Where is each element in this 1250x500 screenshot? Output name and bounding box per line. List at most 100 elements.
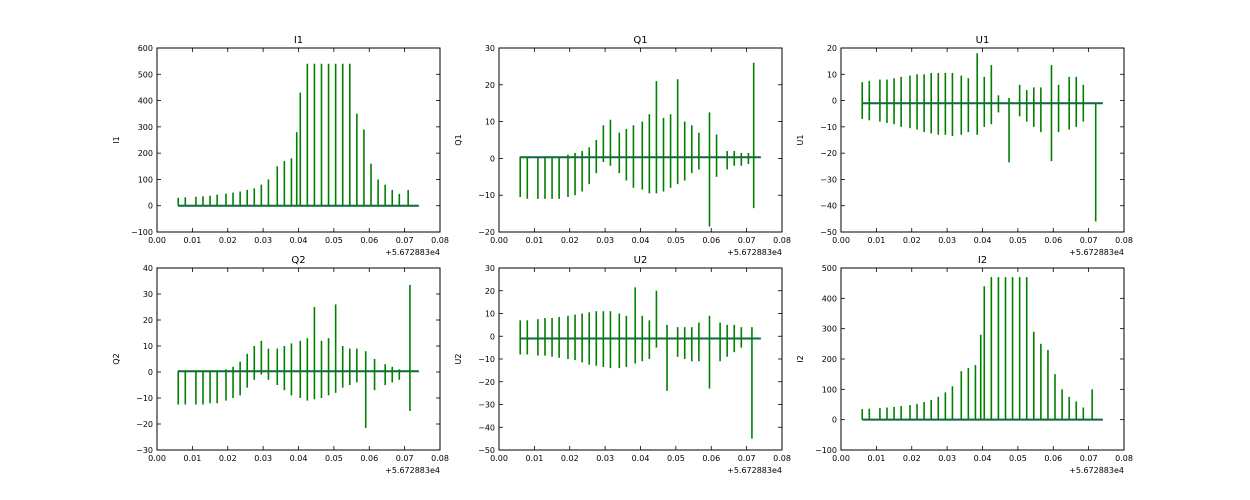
x-tick-label: 0.02 [561,236,579,245]
y-tick-label: 100 [138,175,153,184]
x-tick-label: 0.05 [667,236,685,245]
plot-area [519,62,761,227]
y-tick-label: 20 [485,81,495,90]
x-tick-label: 0.01 [183,454,201,463]
plot-area [177,284,419,428]
y-tick-label: 10 [485,310,495,319]
x-tick-label: 0.05 [1009,454,1027,463]
x-tick-label: 0.04 [974,236,992,245]
y-axis-label: U2 [454,354,463,365]
y-tick-label: −40 [478,423,495,432]
y-tick-label: 20 [827,44,837,53]
x-tick-label: 0.01 [525,454,543,463]
axes-frame [840,267,1125,451]
x-tick-label: 0.03 [938,236,956,245]
y-tick-label: 30 [485,264,495,273]
subplot-title: Q2 [291,255,305,266]
y-tick-label: −100 [815,446,837,455]
y-tick-label: 20 [485,287,495,296]
x-tick-label: 0.02 [219,454,237,463]
axes-frame [156,47,441,233]
y-tick-label: 30 [143,290,153,299]
x-tick-label: 0.07 [738,236,756,245]
y-tick-label: 300 [138,123,153,132]
y-tick-label: −30 [136,446,153,455]
y-tick-label: −10 [478,191,495,200]
subplot-title: I2 [978,255,987,266]
x-tick-label: 0.02 [219,236,237,245]
y-tick-label: −40 [820,202,837,211]
subplot-i2: 0.00 0.01 0.02 0.03 0.04 0.05 0.06 0.07 0.08 −100… [796,255,1133,475]
x-tick-label: 0.00 [832,454,850,463]
plot-area [177,63,419,207]
x-tick-label: 0.03 [596,454,614,463]
axes-frame [498,47,783,233]
x-tick-label: 0.01 [867,454,885,463]
x-tick-label: 0.06 [360,236,378,245]
x-tick-label: 0.00 [490,454,508,463]
x-tick-label: 0.06 [702,454,720,463]
y-tick-label: 20 [143,316,153,325]
y-tick-label: −50 [478,446,495,455]
x-tick-label: 0.03 [596,236,614,245]
x-offset-label: +5.672883e4 [385,466,440,475]
subplot-u2: 0.00 0.01 0.02 0.03 0.04 0.05 0.06 0.07 0.08 −50 −… [454,255,791,475]
y-tick-label: −20 [478,378,495,387]
subplot-title: Q1 [633,35,647,46]
y-tick-label: −100 [131,228,153,237]
x-tick-label: 0.04 [974,454,992,463]
subplot-title: U1 [976,35,990,46]
x-tick-label: 0.05 [667,454,685,463]
x-tick-label: 0.04 [632,236,650,245]
x-tick-label: 0.01 [867,236,885,245]
x-tick-label: 0.04 [632,454,650,463]
y-tick-label: 200 [822,355,837,364]
x-tick-label: 0.07 [396,236,414,245]
y-axis-label: I2 [796,355,805,362]
y-tick-label: −30 [820,175,837,184]
subplot-q1: 0.00 0.01 0.02 0.03 0.04 0.05 0.06 0.07 0.08 −20 −… [454,35,791,257]
x-tick-label: 0.02 [561,454,579,463]
x-tick-label: 0.08 [1115,236,1133,245]
y-tick-label: 0 [832,97,837,106]
subplot-u1: 0.00 0.01 0.02 0.03 0.04 0.05 0.06 0.07 0.08 −50 −… [796,35,1133,257]
y-tick-label: 10 [827,70,837,79]
y-tick-label: −50 [820,228,837,237]
subplot-title: U2 [634,255,648,266]
x-offset-label: +5.672883e4 [385,248,440,257]
y-tick-label: 600 [138,44,153,53]
y-tick-label: −30 [478,401,495,410]
y-tick-label: −10 [820,123,837,132]
x-tick-label: 0.01 [525,236,543,245]
x-tick-label: 0.04 [290,454,308,463]
x-tick-label: 0.03 [938,454,956,463]
y-tick-label: 0 [148,368,153,377]
plot-area [861,53,1103,222]
y-tick-label: 30 [485,44,495,53]
x-tick-label: 0.08 [431,454,449,463]
plot-area [519,287,761,439]
x-offset-label: +5.672883e4 [727,466,782,475]
y-tick-label: 200 [138,149,153,158]
x-offset-label: +5.672883e4 [1069,466,1124,475]
y-tick-label: 0 [490,154,495,163]
plot-area [861,277,1103,421]
x-tick-label: 0.08 [773,236,791,245]
y-axis-label: Q1 [454,134,463,145]
x-tick-label: 0.02 [903,236,921,245]
subplot-i1: 0.00 0.01 0.02 0.03 0.04 0.05 0.06 0.07 0.08 −100… [112,35,449,257]
subplot-q2: 0.00 0.01 0.02 0.03 0.04 0.05 0.06 0.07 0.08 −30 −… [112,255,449,475]
y-tick-label: −10 [136,394,153,403]
x-tick-label: 0.05 [325,454,343,463]
y-tick-label: 0 [832,416,837,425]
x-tick-label: 0.08 [1115,454,1133,463]
x-tick-label: 0.00 [832,236,850,245]
x-tick-label: 0.04 [290,236,308,245]
x-offset-label: +5.672883e4 [727,248,782,257]
y-tick-label: 400 [822,294,837,303]
x-tick-label: 0.07 [1080,236,1098,245]
x-tick-label: 0.00 [148,454,166,463]
x-tick-label: 0.06 [1044,236,1062,245]
x-offset-label: +5.672883e4 [1069,248,1124,257]
